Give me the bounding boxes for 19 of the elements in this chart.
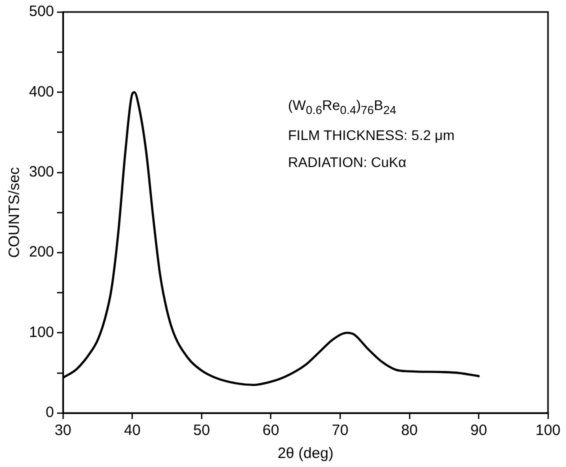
y-tick-label: 200	[28, 244, 54, 261]
x-tick-label: 40	[124, 422, 141, 440]
x-tick-label: 60	[262, 422, 280, 440]
x-tick-label: 80	[401, 422, 418, 440]
y-tick-label: 300	[28, 164, 54, 181]
x-tick-label: 90	[470, 422, 488, 440]
x-tick-label: 50	[193, 422, 210, 440]
y-tick-label: 500	[28, 3, 54, 20]
x-tick-label: 70	[332, 422, 348, 440]
x-axis-title: 2θ (deg)	[278, 445, 334, 462]
x-tick-label: 30	[54, 422, 72, 440]
annotation: FILM THICKNESS: 5.2 μm	[288, 126, 455, 145]
annotation: RADIATION: CuKα	[288, 152, 408, 172]
y-tick-label: 100	[28, 324, 54, 341]
y-tick-label: 0	[46, 404, 54, 422]
annotation: (W$_{0.6}$Re$_{0.4}$)$_{76}$B$_{24}$	[288, 96, 398, 119]
y-tick-label: 400	[28, 83, 54, 100]
y-axis-title: COUNTS/sec	[6, 166, 24, 258]
x-tick-label: 100	[535, 422, 561, 440]
